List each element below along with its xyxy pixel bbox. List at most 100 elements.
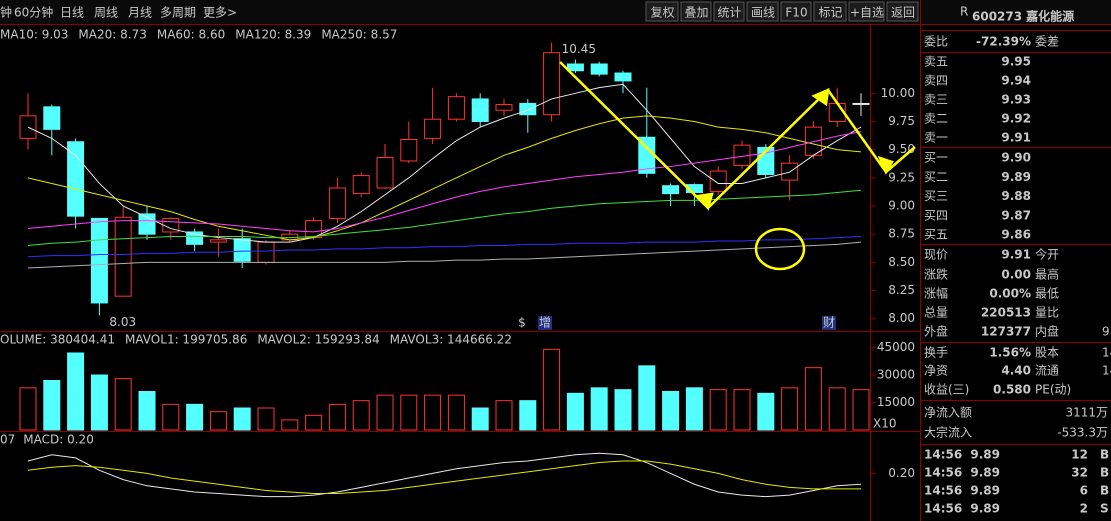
toolbar-button-label[interactable]: 标记 [818, 6, 842, 20]
ask-price: 9.93 [1001, 93, 1031, 107]
tick-side: B [1100, 466, 1109, 480]
volume-bar [281, 419, 299, 431]
field-value: 220513 [981, 306, 1031, 320]
ask-price: 9.95 [1001, 55, 1031, 69]
arrow-head [811, 87, 830, 107]
macd-dif [27, 452, 862, 498]
tick-time: 14:56 [924, 484, 962, 498]
macd-dea [27, 460, 861, 495]
bid-label: 买一 [924, 151, 948, 165]
toolbar-button-label[interactable]: 统计 [717, 6, 741, 20]
y-tick-label: 8.50 [888, 255, 915, 269]
volume-bar [852, 389, 870, 431]
ma-line [27, 241, 862, 269]
field-value: 14 [1102, 346, 1111, 360]
toolbar-button[interactable] [813, 1, 847, 22]
event-marker-box [822, 316, 836, 330]
toolbar-button-label[interactable]: +自选 [850, 6, 884, 20]
bid-price: 9.86 [1001, 228, 1031, 242]
candle-body [424, 118, 442, 139]
toolbar-tab[interactable]: 钟 [0, 5, 12, 20]
candle-body [43, 106, 61, 130]
event-marker-box [538, 316, 552, 330]
volume-tick-label: 15000 [877, 395, 915, 409]
y-tick-label: 9.00 [888, 199, 915, 213]
toolbar-button[interactable] [680, 1, 712, 22]
flag: R [960, 5, 968, 19]
tick-time: 14:56 [924, 448, 962, 462]
volume-bar [614, 389, 632, 431]
toolbar-tab[interactable]: 日线 [60, 6, 84, 20]
y-tick-label: 10.00 [881, 86, 915, 100]
volume-bar [662, 391, 680, 431]
high-label: 10.45 [562, 42, 596, 56]
toolbar-button-label[interactable]: 叠加 [684, 6, 708, 20]
bid-price: 9.89 [1001, 170, 1031, 184]
toolbar-tab[interactable]: 更多> [203, 6, 237, 20]
volume-tick-label: 45000 [877, 340, 915, 354]
macd-tick-label: 0.20 [888, 466, 915, 480]
candle-body [590, 63, 608, 75]
toolbar-button-label[interactable]: 画线 [751, 6, 775, 20]
field-label: 今开 [1035, 247, 1059, 262]
ma-legend: MA250: 8.57 [321, 28, 397, 42]
field-label: 流通 [1035, 364, 1059, 378]
event-marker: 增 [539, 316, 551, 330]
y-tick-label: 9.75 [888, 114, 915, 128]
volume-bar [233, 407, 251, 431]
volume-bar [138, 391, 156, 431]
candle-body [67, 141, 85, 217]
candle-body [114, 216, 132, 297]
field-label: 净资 [924, 364, 948, 378]
ma-legend: MA10: 9.03 [0, 28, 68, 42]
field-label: PE(动) [1035, 383, 1071, 397]
candle-body [566, 63, 584, 72]
field-value: 9 [1102, 325, 1110, 339]
field-label: 涨跌 [924, 267, 948, 282]
toolbar-button-label[interactable]: 复权 [650, 6, 674, 20]
toolbar-button[interactable] [746, 1, 779, 22]
candle-body [447, 96, 465, 120]
volume-bar [828, 387, 846, 431]
volume-scale: X10 [873, 417, 897, 431]
field-label: 换手 [924, 346, 948, 360]
toolbar-tab[interactable]: 多周期 [160, 6, 196, 20]
toolbar-button-label[interactable]: F10 [785, 6, 807, 20]
toolbar-button-label[interactable]: 返回 [891, 6, 915, 20]
ma-line [27, 189, 862, 246]
field-label: 委比 [924, 35, 948, 49]
toolbar-button[interactable] [645, 1, 679, 22]
flow-label: 大宗流入 [924, 425, 972, 440]
tick-volume: 2 [1080, 502, 1088, 516]
field-label: 股本 [1035, 346, 1059, 360]
ma-legend: MA60: 8.60 [157, 28, 225, 42]
toolbar-button[interactable] [848, 1, 885, 22]
ask-price: 9.91 [1001, 131, 1031, 145]
bid-label: 买二 [924, 170, 948, 184]
toolbar-tab[interactable]: 60分钟 [14, 5, 53, 20]
toolbar-tab[interactable]: 周线 [94, 6, 118, 20]
candle-body [614, 72, 632, 82]
toolbar-button[interactable] [886, 1, 919, 22]
y-tick-label: 8.75 [888, 227, 915, 241]
field-value: 127377 [981, 325, 1031, 339]
candle-body [19, 115, 37, 139]
field-value: 0.580 [993, 383, 1031, 397]
toolbar-button[interactable] [713, 1, 745, 22]
volume-bar [424, 394, 442, 431]
tick-side: B [1100, 448, 1109, 462]
toolbar-tab[interactable]: 月线 [128, 6, 152, 20]
toolbar-button[interactable] [780, 1, 812, 22]
tick-volume: 32 [1071, 466, 1088, 480]
volume-bar [305, 414, 323, 431]
flow-label: 净流入额 [924, 406, 972, 420]
ask-label: 卖五 [924, 55, 948, 69]
flow-value: 3111万 [1065, 406, 1108, 420]
bid-price: 9.87 [1001, 208, 1031, 222]
volume-bar [543, 348, 561, 431]
ma-line [27, 83, 862, 243]
volume-bar [709, 389, 727, 431]
field-label: 外盘 [924, 324, 948, 339]
volume-legend: MAVOL2: 159293.84 [257, 333, 379, 347]
